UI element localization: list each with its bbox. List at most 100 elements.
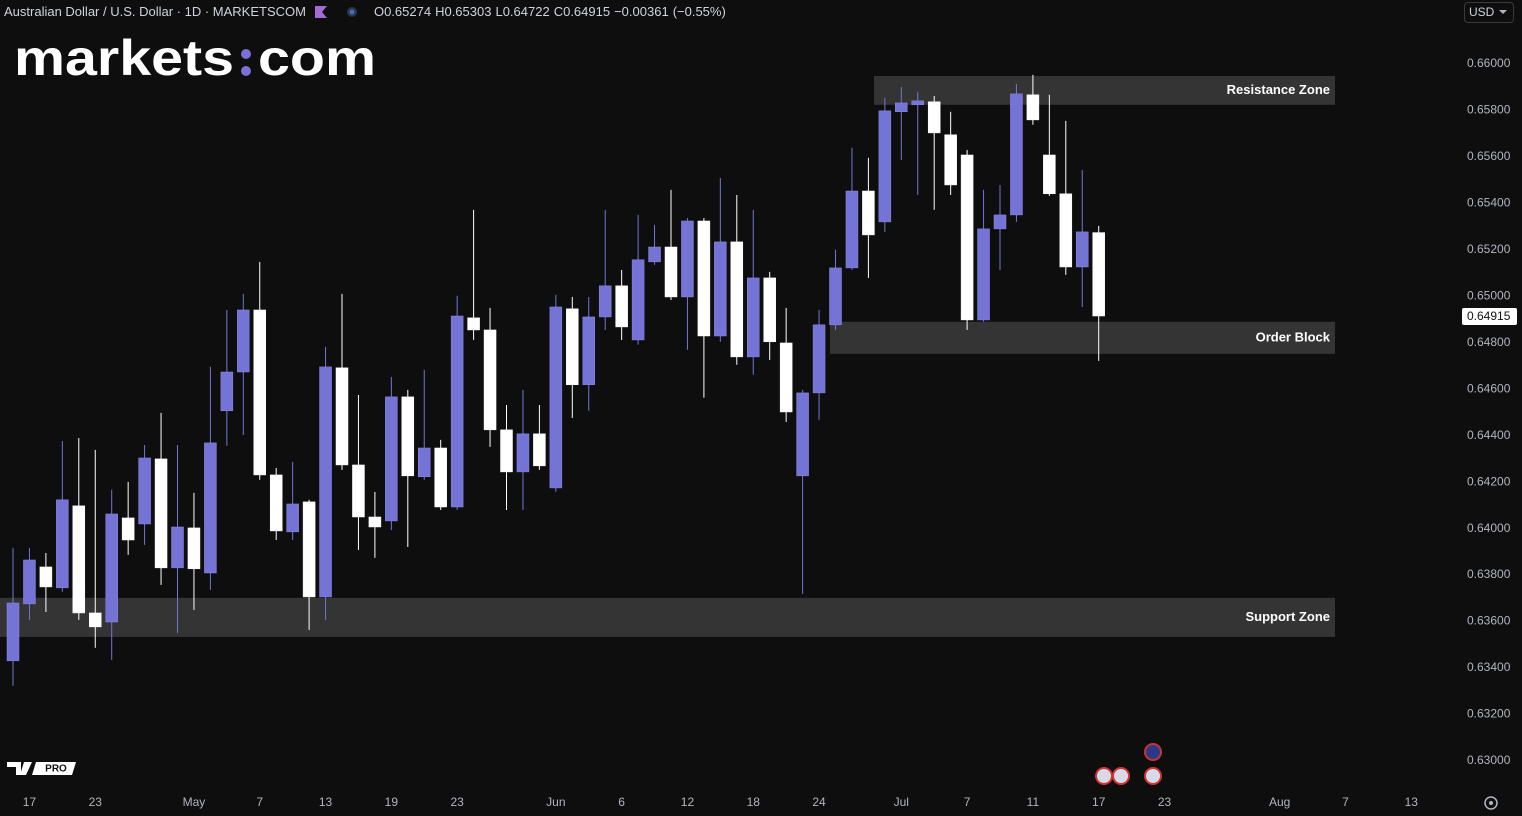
y-tick-label: 0.65400: [1467, 195, 1511, 209]
candle-body: [1076, 231, 1089, 268]
x-tick-label: 7: [1342, 795, 1349, 809]
x-tick-label: 17: [1092, 795, 1106, 809]
tv-logo: PRO: [7, 762, 76, 775]
candle-body: [368, 516, 382, 528]
candle-body: [450, 315, 464, 508]
candle-body: [1026, 94, 1040, 121]
candle-body: [335, 367, 349, 466]
candle-body: [664, 246, 678, 298]
candle-body: [927, 101, 941, 134]
candle-body: [648, 246, 661, 263]
currency-dropdown[interactable]: USD: [1464, 2, 1514, 23]
candle-body: [500, 429, 513, 473]
candle-body: [747, 277, 760, 358]
zone: [0, 597, 1335, 637]
y-tick-label: 0.63800: [1467, 567, 1511, 581]
candle-body: [286, 503, 299, 533]
ohlc-value: 0.64722: [502, 4, 550, 19]
candle-body: [549, 306, 563, 489]
candle-body: [598, 285, 612, 318]
candle-body: [829, 267, 842, 326]
candle-body: [763, 277, 776, 343]
x-tick-label: 12: [681, 795, 695, 809]
x-tick-label: Aug: [1269, 795, 1290, 809]
candle-body: [993, 214, 1007, 230]
x-tick-label: 7: [256, 795, 263, 809]
candle-body: [681, 220, 694, 298]
candle-body: [1043, 154, 1056, 195]
candle-body: [138, 457, 151, 525]
logo-dot: [241, 66, 251, 76]
candle-body: [105, 513, 118, 623]
x-tick-label: 23: [450, 795, 464, 809]
zone: [830, 321, 1335, 354]
x-tick-label: 24: [812, 795, 826, 809]
candle-body: [730, 241, 744, 358]
candle-body: [187, 527, 201, 570]
logo-dot: [241, 49, 251, 59]
y-tick-label: 0.63400: [1467, 660, 1511, 674]
x-tick-label: 13: [319, 795, 333, 809]
candle-body: [812, 324, 826, 394]
candle-body: [714, 241, 727, 337]
y-tick-label: 0.63600: [1467, 614, 1511, 628]
candle-body: [566, 308, 579, 386]
y-tick-label: 0.66000: [1467, 56, 1511, 70]
candle-body: [779, 342, 793, 413]
settings-button[interactable]: [1484, 796, 1498, 810]
candle-body: [253, 309, 266, 476]
candle-body: [845, 190, 859, 269]
y-tick-label: 0.65800: [1467, 103, 1511, 117]
candle-body: [23, 559, 36, 605]
x-tick-label: 17: [23, 795, 37, 809]
candle-body: [697, 220, 711, 337]
candle-body: [862, 190, 875, 236]
ohlc-values: O0.65274 H0.65303 L0.64722 C0.64915 −0.00361…: [374, 4, 726, 19]
ohlc-value: 0.65303: [444, 4, 492, 19]
y-tick-label: 0.64200: [1467, 474, 1511, 488]
y-tick-label: 0.64000: [1467, 521, 1511, 535]
x-tick-label: 18: [747, 795, 761, 809]
x-tick-label: 19: [385, 795, 399, 809]
candle-body: [878, 110, 892, 223]
candle-body: [1059, 193, 1073, 268]
candle-body: [269, 474, 283, 532]
candle-body: [944, 134, 957, 186]
candle-body: [977, 228, 990, 321]
candles: [6, 74, 1105, 686]
candle-body: [6, 602, 20, 662]
candle-body: [319, 366, 332, 598]
event-icons: [1095, 743, 1162, 785]
ohlc-label: O: [373, 4, 385, 19]
candle-body: [533, 433, 546, 467]
candle-body: [796, 392, 809, 477]
ohlc-value: 0.64915: [563, 4, 611, 19]
candle-body: [582, 316, 595, 386]
ohlc-label: H: [435, 4, 445, 19]
candle-body: [401, 396, 415, 477]
y-tick-label: 0.65600: [1467, 149, 1511, 163]
ohlc-label: C: [553, 4, 564, 19]
candle-body: [434, 447, 447, 508]
last-price-label: 0.64915: [1467, 309, 1511, 323]
candle-body: [911, 100, 924, 106]
y-tick-label: 0.63000: [1467, 753, 1511, 767]
ohlc-label: L: [495, 4, 503, 19]
candle-body: [467, 317, 480, 331]
y-tick-label: 0.64800: [1467, 335, 1511, 349]
candle-body: [385, 396, 398, 522]
x-tick-label: May: [183, 795, 206, 809]
last-price-tag: [1462, 308, 1517, 325]
candle-body: [302, 501, 316, 598]
candle-body: [154, 458, 168, 569]
candle-body: [1092, 232, 1105, 317]
symbol-header: Australian Dollar / U.S. Dollar · 1D · M…: [4, 4, 726, 19]
x-tick-label: 6: [618, 795, 625, 809]
candle-body: [1010, 93, 1023, 216]
y-tick-label: 0.65000: [1467, 288, 1511, 302]
x-tick-label: Jun: [546, 795, 565, 809]
symbol-title: Australian Dollar / U.S. Dollar · 1D · M…: [4, 4, 306, 19]
flag-icon: [314, 5, 327, 18]
